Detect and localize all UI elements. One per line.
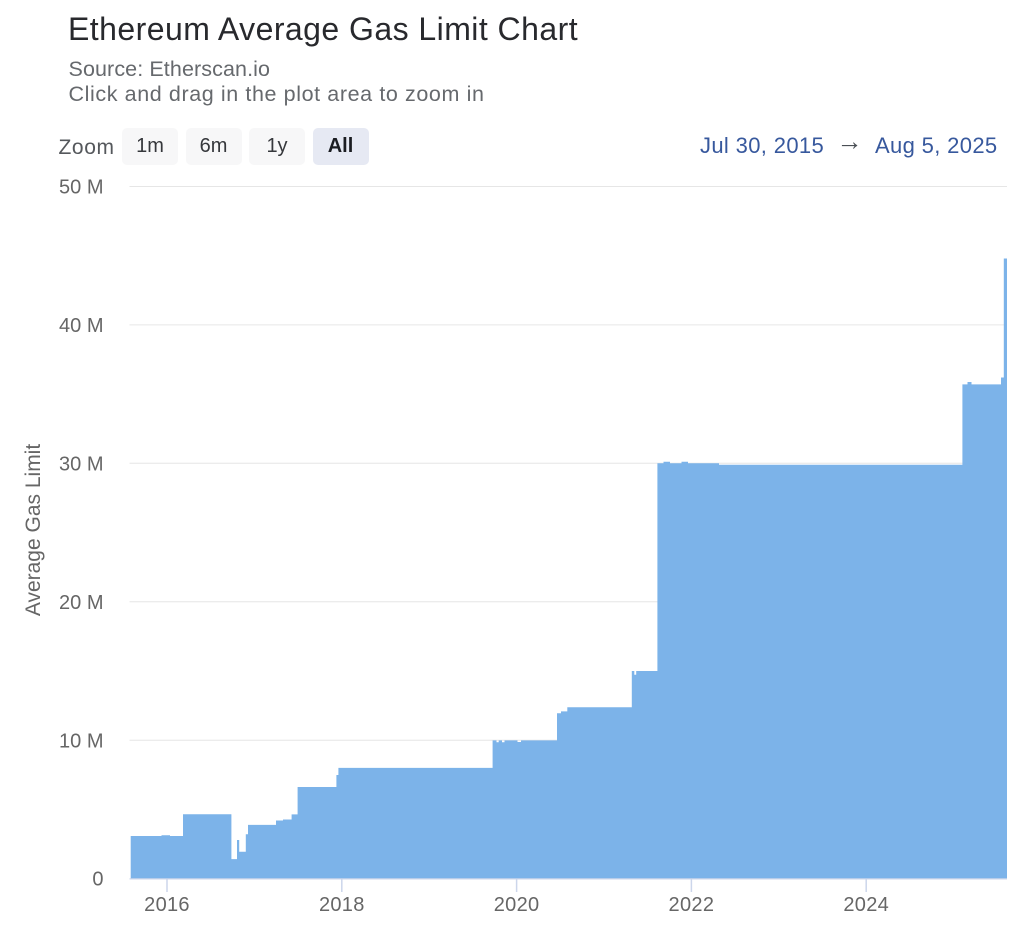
- svg-text:0: 0: [92, 869, 103, 891]
- svg-text:40 M: 40 M: [59, 315, 103, 337]
- svg-text:2022: 2022: [669, 894, 715, 916]
- svg-text:2018: 2018: [319, 894, 365, 916]
- svg-text:Average Gas Limit: Average Gas Limit: [22, 444, 45, 617]
- svg-text:10 M: 10 M: [59, 730, 103, 752]
- svg-text:2016: 2016: [144, 894, 190, 916]
- svg-text:20 M: 20 M: [59, 592, 103, 614]
- svg-text:2020: 2020: [494, 894, 540, 916]
- svg-text:30 M: 30 M: [59, 453, 103, 475]
- svg-text:50 M: 50 M: [59, 177, 103, 199]
- svg-text:2024: 2024: [843, 894, 889, 916]
